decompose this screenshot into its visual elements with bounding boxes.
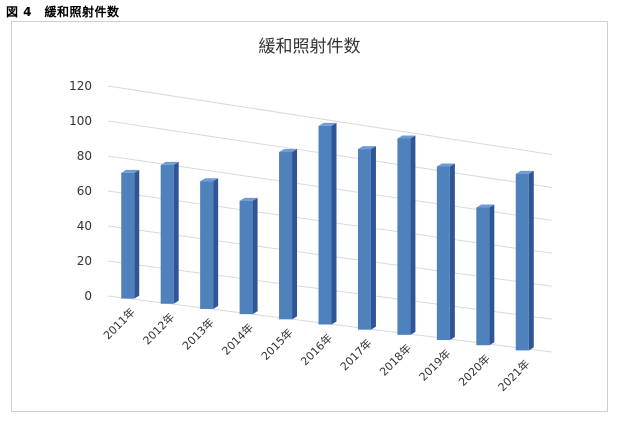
y-tick-label: 0	[84, 289, 92, 303]
bar-top	[397, 135, 416, 139]
y-tick-label: 80	[77, 149, 92, 163]
bar-top	[515, 170, 534, 174]
bar-side	[410, 135, 416, 335]
bar-side	[292, 149, 298, 320]
x-tick-label: 2011年	[100, 305, 137, 342]
bar-top	[476, 204, 495, 208]
bar-side	[449, 163, 455, 341]
x-axis-ticks: 2011年 2012年 2013年 2014年 2015年 2016年 2017年 2018年…	[100, 305, 532, 394]
bar	[397, 138, 411, 335]
y-axis-ticks: 0 20 40 60 80 100 120	[69, 79, 92, 303]
gridline	[107, 85, 553, 156]
bar-side	[528, 170, 534, 351]
x-tick-label: 2021年	[495, 357, 532, 394]
figure-caption: 図 4 緩和照射件数	[6, 5, 120, 19]
x-tick-label: 2013年	[179, 315, 216, 352]
bars	[121, 122, 534, 351]
y-tick-label: 40	[77, 219, 92, 233]
bar-top	[357, 146, 376, 150]
bar-top	[318, 122, 337, 126]
bar-side	[134, 169, 140, 299]
x-tick-label: 2018年	[377, 341, 414, 378]
x-tick-label: 2020年	[455, 351, 492, 388]
x-tick-label: 2017年	[337, 336, 374, 373]
bar	[476, 207, 490, 346]
y-tick-label: 60	[77, 184, 92, 198]
bar-top	[279, 149, 298, 153]
bar	[200, 181, 214, 309]
bar	[121, 172, 135, 299]
bar-top	[436, 163, 455, 167]
x-tick-label: 2019年	[416, 346, 453, 383]
bar-top	[200, 178, 219, 182]
y-tick-label: 120	[69, 79, 92, 93]
bar	[279, 152, 293, 320]
bar	[239, 200, 253, 315]
y-tick-label: 20	[77, 254, 92, 268]
bar-top	[239, 197, 258, 201]
bar-side	[252, 197, 258, 315]
x-tick-label: 2012年	[140, 310, 177, 347]
bar-side	[331, 122, 337, 325]
bar	[357, 149, 371, 330]
bar	[515, 173, 529, 351]
bar	[160, 164, 174, 304]
bar	[436, 166, 450, 341]
y-tick-label: 100	[69, 114, 92, 128]
bar-side	[213, 178, 219, 309]
chart-title: 緩和照射件数	[258, 37, 361, 57]
bar-top	[121, 169, 140, 173]
bar	[318, 125, 332, 325]
x-tick-label: 2015年	[258, 326, 295, 363]
bar-side	[489, 204, 495, 346]
bar-side	[370, 146, 376, 330]
bar-side	[173, 161, 179, 304]
bar-top	[160, 161, 179, 165]
x-tick-label: 2016年	[298, 331, 335, 368]
x-tick-label: 2014年	[219, 320, 256, 357]
